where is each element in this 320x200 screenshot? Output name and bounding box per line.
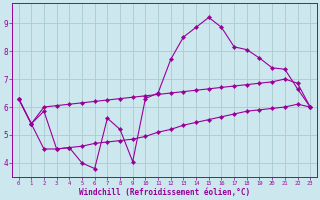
X-axis label: Windchill (Refroidissement éolien,°C): Windchill (Refroidissement éolien,°C) xyxy=(79,188,250,197)
